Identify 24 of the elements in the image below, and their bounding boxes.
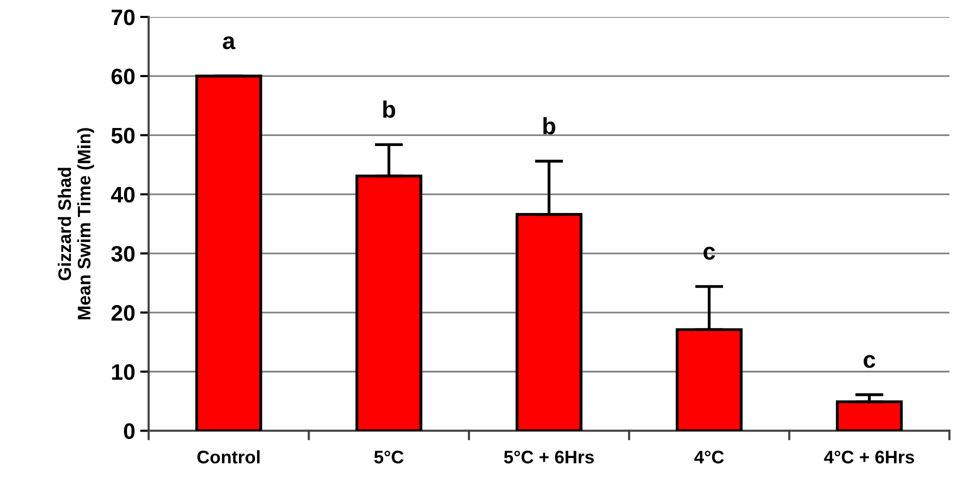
bar: [516, 213, 582, 431]
y-tick-label: 50: [111, 128, 135, 144]
annotation: c: [704, 246, 716, 260]
annotation: b: [543, 117, 556, 134]
bar: [195, 74, 262, 431]
x-tick-label: 4°C: [694, 450, 724, 464]
bar: [676, 328, 743, 431]
y-tick-label: 0: [124, 423, 135, 440]
x-tick-label: 5°C: [374, 450, 404, 464]
annotation: b: [383, 100, 396, 118]
bar: [355, 174, 422, 431]
x-tick-label: Control: [197, 450, 260, 464]
annotation: a: [222, 36, 236, 50]
y-tick-label: 10: [112, 364, 135, 380]
y-tick-label: 70: [112, 9, 135, 26]
y-tick-label: 40: [111, 186, 135, 203]
y-tick-label: 60: [112, 68, 135, 84]
x-tick-label: 5°C + 6Hrs: [504, 450, 594, 464]
y-axis-title: Gizzard Shad Mean Swim Time (Min): [58, 128, 94, 320]
annotation: c: [864, 354, 876, 368]
y-tick-label: 30: [111, 246, 135, 262]
x-tick-label: 4°C + 6Hrs: [824, 450, 914, 464]
bar: [836, 400, 903, 431]
y-tick-label: 20: [112, 305, 135, 321]
